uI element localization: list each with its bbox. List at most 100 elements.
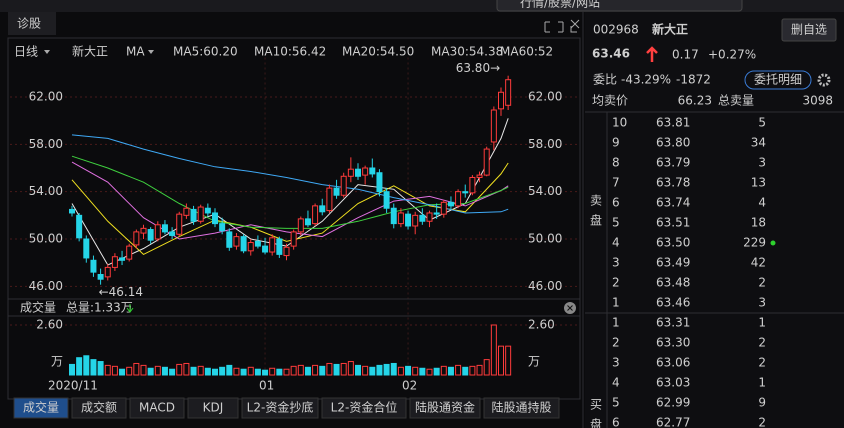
tab-label[interactable]: 成交量: [23, 400, 59, 415]
volume-bar: [304, 366, 311, 376]
candle-body: [190, 208, 197, 222]
candle-body: [433, 212, 440, 215]
search-box[interactable]: [496, 0, 743, 12]
ratio-label: 委比: [593, 73, 617, 87]
candle-body: [369, 167, 376, 175]
tab-label[interactable]: 陆股通资金: [415, 400, 475, 415]
candle-body: [304, 218, 311, 226]
volume-bar: [412, 366, 419, 376]
candle-body: [204, 207, 211, 214]
volume-label: 成交量: [20, 300, 56, 315]
y-tick-label: 54.00: [29, 184, 63, 198]
volume-bar: [161, 366, 168, 376]
button[interactable]: 删自选: [791, 23, 827, 37]
settings-icon[interactable]: [817, 73, 831, 87]
tab-label[interactable]: L2-资金抄底: [247, 400, 314, 415]
volume-bar: [505, 345, 512, 376]
avg-sell: 66.23: [678, 94, 712, 108]
level: 2: [612, 276, 620, 290]
tab-button[interactable]: [241, 397, 319, 419]
volume-bar: [169, 368, 176, 376]
volume-bar: [133, 362, 140, 376]
candle-body: [326, 187, 333, 212]
side-label: 卖: [590, 194, 602, 208]
volume: 9: [758, 396, 766, 410]
tab-bg[interactable]: [8, 12, 56, 35]
candle-body: [440, 201, 447, 215]
y-tick-label: 2.60: [528, 318, 555, 332]
tab-button[interactable]: [71, 397, 127, 419]
volume: 2: [758, 276, 766, 290]
search-placeholder: 行情/股票/网站: [520, 0, 600, 10]
candle-body: [90, 259, 97, 273]
candle-body: [97, 274, 104, 280]
volume-bar: [140, 364, 147, 376]
tab-button[interactable]: [321, 397, 407, 419]
tab-button[interactable]: [187, 397, 239, 419]
candle-body: [362, 167, 369, 176]
candle-body: [119, 257, 126, 261]
button-bg[interactable]: [744, 70, 812, 90]
side-label: 盘: [590, 417, 602, 428]
y-tick-label: 62.00: [528, 90, 562, 104]
tab-button[interactable]: [409, 397, 481, 419]
volume-bar: [340, 362, 347, 376]
volume-bar: [462, 366, 469, 376]
price: 63.78: [656, 176, 690, 190]
level: 3: [612, 356, 620, 370]
tab-label[interactable]: 陆股通持股: [491, 400, 551, 415]
total-sell: 3098: [802, 94, 833, 108]
candle-body: [226, 231, 233, 248]
volume-bar: [90, 359, 97, 376]
price: 63.49: [656, 256, 690, 270]
tab-label[interactable]: KDJ: [203, 401, 224, 415]
tab-button[interactable]: [483, 397, 560, 419]
volume-bar: [176, 363, 183, 376]
tab-label[interactable]: L2-资金合位: [331, 400, 398, 415]
volume: 2: [758, 336, 766, 350]
volume-bar: [369, 366, 376, 376]
ma-line: [71, 134, 509, 214]
volume: 1: [758, 376, 766, 390]
level: 5: [612, 216, 620, 230]
fullscreen-icon[interactable]: [544, 21, 564, 33]
volume-bar: [262, 369, 269, 376]
zoom-icon[interactable]: [570, 19, 580, 33]
button-bg[interactable]: [781, 18, 837, 42]
price: 63.51: [656, 216, 690, 230]
level: 2: [612, 336, 620, 350]
volume-bar: [126, 366, 133, 376]
volume: 4: [758, 196, 766, 210]
tab-label[interactable]: MACD: [139, 401, 175, 415]
volume-bar: [226, 364, 233, 376]
change-pct: +0.27%: [708, 48, 756, 62]
tab-button[interactable]: [129, 397, 185, 419]
tab-label[interactable]: 成交额: [81, 400, 117, 415]
volume-bar: [69, 363, 75, 376]
indicator[interactable]: MA: [126, 45, 145, 59]
period[interactable]: 日线: [14, 45, 38, 59]
candle-body: [312, 205, 319, 225]
volume-unit: 万: [528, 355, 540, 369]
stock-code: 002968: [593, 23, 639, 37]
ma-legend: MA5:60.20: [173, 45, 238, 59]
volume-bar: [247, 366, 254, 376]
candle-body: [490, 109, 497, 143]
tab-button[interactable]: [13, 397, 69, 419]
candle-body: [447, 201, 454, 207]
candle-body: [183, 207, 190, 216]
candle-body: [276, 238, 283, 255]
candle-body: [469, 176, 476, 194]
level: 6: [612, 196, 620, 210]
price: 63.06: [656, 356, 690, 370]
volume-bar: [283, 368, 290, 376]
close-x: [567, 305, 573, 311]
price: 63.81: [656, 116, 690, 130]
volume-bar: [240, 368, 247, 376]
candle-body: [355, 168, 361, 177]
volume-bar: [355, 364, 361, 376]
detail-button[interactable]: 委托明细: [754, 73, 802, 87]
tab[interactable]: 诊股: [17, 17, 41, 31]
volume: 3: [758, 156, 766, 170]
